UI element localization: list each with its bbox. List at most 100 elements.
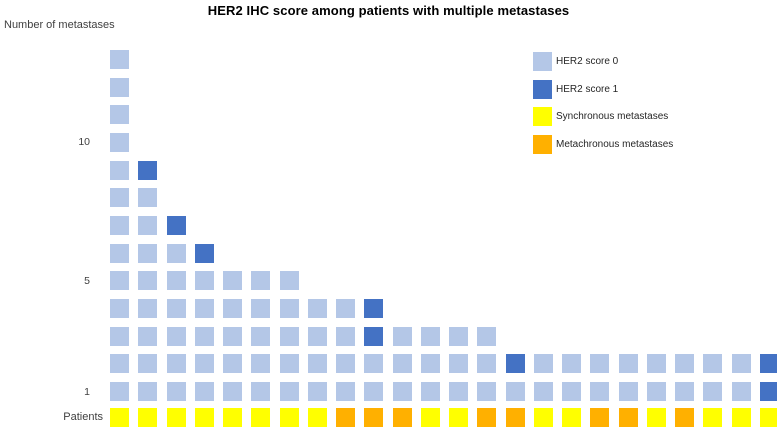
metastasis-cell	[251, 354, 271, 374]
patient-timing-cell	[731, 408, 751, 427]
metastasis-cell	[646, 382, 666, 401]
metastasis-cell	[194, 354, 214, 374]
metastasis-cell	[166, 271, 186, 291]
legend-label: HER2 score 1	[556, 84, 619, 95]
metastasis-cell	[420, 382, 440, 401]
metastasis-cell	[336, 298, 356, 318]
metastasis-cell	[364, 298, 384, 318]
y-axis-title: Number of metastases	[4, 19, 115, 31]
patient-timing-cell	[307, 408, 327, 427]
metastasis-cell	[562, 354, 582, 374]
metastasis-cell	[110, 326, 129, 346]
metastasis-cell	[449, 354, 469, 374]
metastasis-cell	[223, 326, 243, 346]
legend-label: HER2 score 0	[556, 56, 619, 67]
patient-timing-cell	[392, 408, 412, 427]
metastasis-cell	[590, 382, 610, 401]
metastasis-cell	[759, 354, 777, 374]
metastasis-cell	[307, 326, 327, 346]
patient-timing-cell	[223, 408, 243, 427]
her2-score-1-swatch	[533, 80, 552, 99]
metastasis-cell	[110, 49, 129, 69]
metastasis-cell	[562, 382, 582, 401]
patient-timing-cell	[646, 408, 666, 427]
metastasis-cell	[110, 271, 129, 291]
patient-timing-cell	[590, 408, 610, 427]
metastasis-cell	[194, 326, 214, 346]
patient-timing-cell	[194, 408, 214, 427]
metastasis-cell	[618, 354, 638, 374]
metastasis-cell	[110, 160, 129, 180]
patient-timing-cell	[562, 408, 582, 427]
metastasis-cell	[336, 326, 356, 346]
metastasis-cell	[731, 382, 751, 401]
metastasis-cell	[166, 382, 186, 401]
metastasis-cell	[279, 271, 299, 291]
y-axis-tick: 10	[78, 136, 90, 149]
patient-timing-cell	[279, 408, 299, 427]
metastasis-cell	[703, 354, 723, 374]
metastasis-cell	[138, 354, 158, 374]
metastasis-cell	[336, 382, 356, 401]
metastasis-cell	[166, 243, 186, 263]
metastasis-cell	[138, 243, 158, 263]
metachronous-swatch	[533, 135, 552, 154]
metastasis-cell	[505, 382, 525, 401]
metastasis-cell	[449, 326, 469, 346]
metastasis-cell	[477, 354, 497, 374]
metastasis-cell	[279, 298, 299, 318]
metastasis-cell	[759, 382, 777, 401]
metastasis-cell	[307, 354, 327, 374]
metastasis-cell	[307, 382, 327, 401]
metastasis-cell	[618, 382, 638, 401]
patient-timing-cell	[336, 408, 356, 427]
metastasis-cell	[505, 354, 525, 374]
metastasis-cell	[194, 243, 214, 263]
metastasis-cell	[392, 382, 412, 401]
patient-timing-cell	[675, 408, 695, 427]
metastasis-cell	[420, 326, 440, 346]
metastasis-cell	[110, 243, 129, 263]
metastasis-cell	[194, 382, 214, 401]
metastasis-cell	[279, 382, 299, 401]
metastasis-cell	[194, 298, 214, 318]
metastasis-cell	[138, 326, 158, 346]
metastasis-cell	[307, 298, 327, 318]
patient-timing-cell	[420, 408, 440, 427]
metastasis-cell	[364, 326, 384, 346]
metastasis-cell	[138, 215, 158, 235]
legend-label: Metachronous metastases	[556, 139, 674, 150]
synchronous-swatch	[533, 107, 552, 126]
metastasis-cell	[675, 382, 695, 401]
patient-timing-cell	[505, 408, 525, 427]
metastasis-cell	[138, 188, 158, 208]
metastasis-cell	[138, 271, 158, 291]
chart-title: HER2 IHC score among patients with multi…	[207, 3, 570, 18]
patient-timing-cell	[533, 408, 553, 427]
metastasis-cell	[110, 77, 129, 97]
metastasis-cell	[449, 382, 469, 401]
metastasis-cell	[364, 354, 384, 374]
x-axis-label-patients: Patients	[63, 411, 103, 423]
metastasis-cell	[392, 354, 412, 374]
metastasis-cell	[223, 298, 243, 318]
metastasis-cell	[110, 188, 129, 208]
patient-timing-cell	[110, 408, 129, 427]
metastasis-cell	[731, 354, 751, 374]
metastasis-cell	[251, 298, 271, 318]
metastasis-cell	[703, 382, 723, 401]
metastasis-cell	[138, 160, 158, 180]
metastasis-cell	[646, 354, 666, 374]
metastasis-cell	[110, 215, 129, 235]
legend-label: Synchronous metastases	[556, 111, 669, 122]
metastasis-cell	[110, 382, 129, 401]
metastasis-cell	[251, 382, 271, 401]
patient-timing-cell	[166, 408, 186, 427]
patient-timing-cell	[477, 408, 497, 427]
patient-timing-cell	[251, 408, 271, 427]
patient-timing-cell	[618, 408, 638, 427]
metastasis-cell	[110, 354, 129, 374]
metastasis-cell	[590, 354, 610, 374]
metastasis-cell	[251, 271, 271, 291]
metastasis-cell	[194, 271, 214, 291]
